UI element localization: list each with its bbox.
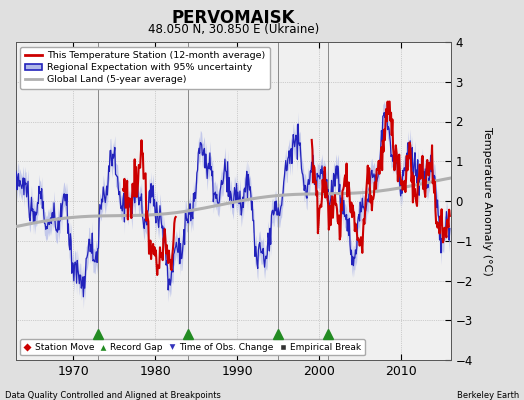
Text: Data Quality Controlled and Aligned at Breakpoints: Data Quality Controlled and Aligned at B…: [5, 391, 221, 400]
Title: PERVOMAISK: PERVOMAISK: [171, 8, 295, 26]
Y-axis label: Temperature Anomaly (°C): Temperature Anomaly (°C): [482, 127, 493, 275]
Legend: Station Move, Record Gap, Time of Obs. Change, Empirical Break: Station Move, Record Gap, Time of Obs. C…: [20, 339, 365, 356]
Text: 48.050 N, 30.850 E (Ukraine): 48.050 N, 30.850 E (Ukraine): [148, 23, 319, 36]
Text: Berkeley Earth: Berkeley Earth: [456, 391, 519, 400]
